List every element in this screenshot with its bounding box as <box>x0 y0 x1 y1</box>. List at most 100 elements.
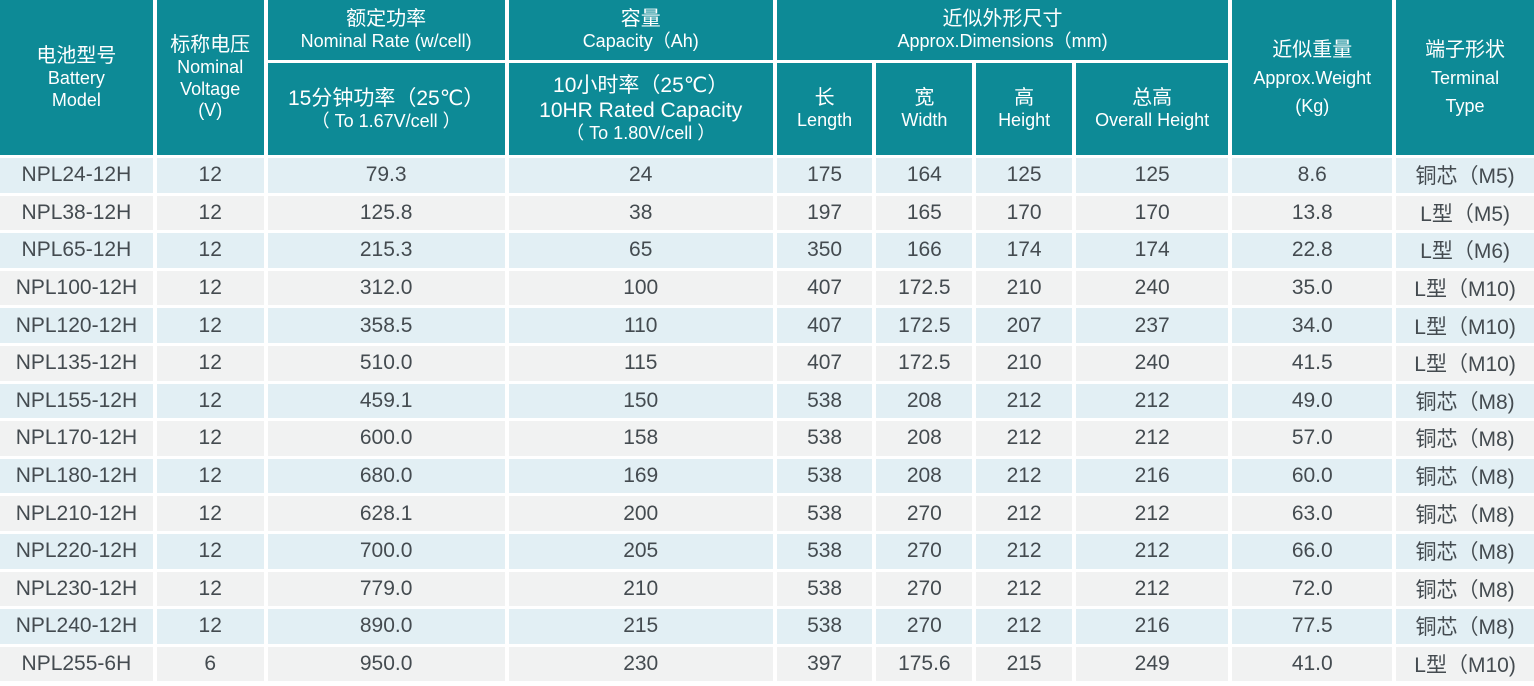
header-weight-cn: 近似重量 <box>1272 38 1353 61</box>
cell-voltage: 12 <box>156 571 264 607</box>
cell-weight: 72.0 <box>1232 571 1393 607</box>
cell-capacity: 215 <box>508 609 773 644</box>
cell-weight: 35.0 <box>1232 270 1393 306</box>
table-row: NPL180-12H 12 680.0 169 538 208 212 216 60.0 铜芯（M… <box>0 458 1534 494</box>
table-row: NPL155-12H 12 459.1 150 538 208 212 212 49.0 铜芯（M… <box>0 383 1534 419</box>
header-voltage-cn: 标称电压 <box>170 34 251 57</box>
cell-height: 212 <box>976 571 1072 607</box>
cell-capacity: 24 <box>508 158 773 193</box>
cell-weight: 8.6 <box>1232 158 1393 193</box>
cell-power: 510.0 <box>267 345 505 381</box>
header-power-cn: 额定功率 <box>346 8 427 31</box>
header-terminal-en2: Type <box>1445 95 1485 116</box>
header-weight-en: Approx.Weight <box>1253 67 1372 88</box>
cell-voltage: 12 <box>156 233 264 268</box>
cell-height: 207 <box>976 308 1072 343</box>
cell-height: 170 <box>976 195 1072 231</box>
cell-model: NPL220-12H <box>0 533 153 569</box>
cell-power: 358.5 <box>267 308 505 343</box>
table-row: NPL230-12H 12 779.0 210 538 270 212 212 72.0 铜芯（M… <box>0 571 1534 607</box>
cell-power: 950.0 <box>267 646 505 682</box>
cell-model: NPL240-12H <box>0 609 153 644</box>
cell-capacity: 150 <box>508 383 773 419</box>
cell-length: 397 <box>776 646 873 682</box>
cell-overall: 212 <box>1075 533 1229 569</box>
header-terminal-type: 端子形状 Terminal Type <box>1396 0 1534 155</box>
table-row: NPL255-6H 6 950.0 230 397 175.6 215 249 41.0 L型（M… <box>0 646 1534 682</box>
header-terminal-cn: 端子形状 <box>1425 38 1506 61</box>
cell-overall: 249 <box>1075 646 1229 682</box>
cell-overall: 212 <box>1075 383 1229 419</box>
table-body: NPL24-12H 12 79.3 24 175 164 125 125 8.6 铜芯（M5) NP… <box>0 158 1534 682</box>
cell-weight: 63.0 <box>1232 496 1393 531</box>
cell-power: 628.1 <box>267 496 505 531</box>
cell-capacity: 200 <box>508 496 773 531</box>
header-nominal-voltage: 标称电压 Nominal Voltage (V) <box>156 0 264 155</box>
table-row: NPL120-12H 12 358.5 110 407 172.5 207 237 34.0 L型… <box>0 308 1534 343</box>
header-dimensions: 近似外形尺寸 Approx.Dimensions（mm) <box>776 0 1229 60</box>
header-capacity-sub-cn: 10小时率（25℃） <box>553 74 729 98</box>
cell-power: 779.0 <box>267 571 505 607</box>
cell-terminal: 铜芯（M8) <box>1396 383 1534 419</box>
cell-weight: 57.0 <box>1232 421 1393 456</box>
header-terminal-en1: Terminal <box>1431 67 1500 88</box>
cell-width: 164 <box>876 158 973 193</box>
cell-terminal: 铜芯（M8) <box>1396 609 1534 644</box>
cell-capacity: 210 <box>508 571 773 607</box>
table-row: NPL210-12H 12 628.1 200 538 270 212 212 63.0 铜芯（M… <box>0 496 1534 531</box>
header-model-en2: Model <box>51 89 101 110</box>
header-width-en: Width <box>901 110 948 131</box>
header-capacity-cn: 容量 <box>620 8 661 31</box>
cell-voltage: 6 <box>156 646 264 682</box>
cell-power: 215.3 <box>267 233 505 268</box>
cell-power: 125.8 <box>267 195 505 231</box>
header-overall-height: 总高 Overall Height <box>1075 63 1229 155</box>
table-row: NPL100-12H 12 312.0 100 407 172.5 210 240 35.0 L型… <box>0 270 1534 306</box>
header-height: 高 Height <box>976 63 1072 155</box>
cell-width: 208 <box>876 421 973 456</box>
cell-width: 208 <box>876 383 973 419</box>
cell-capacity: 38 <box>508 195 773 231</box>
cell-length: 175 <box>776 158 873 193</box>
cell-overall: 240 <box>1075 345 1229 381</box>
cell-terminal: 铜芯（M8) <box>1396 571 1534 607</box>
cell-capacity: 110 <box>508 308 773 343</box>
cell-overall: 174 <box>1075 233 1229 268</box>
cell-overall: 212 <box>1075 421 1229 456</box>
cell-power: 890.0 <box>267 609 505 644</box>
cell-width: 270 <box>876 609 973 644</box>
cell-height: 212 <box>976 383 1072 419</box>
header-voltage-en2: Voltage <box>180 78 241 99</box>
cell-weight: 13.8 <box>1232 195 1393 231</box>
header-voltage-en1: Nominal <box>177 57 244 78</box>
cell-voltage: 12 <box>156 308 264 343</box>
table-row: NPL38-12H 12 125.8 38 197 165 170 170 13.8 L型（M5) <box>0 195 1534 231</box>
cell-model: NPL170-12H <box>0 421 153 456</box>
header-length: 长 Length <box>776 63 873 155</box>
cell-model: NPL155-12H <box>0 383 153 419</box>
header-10hr-capacity: 10小时率（25℃） 10HR Rated Capacity （ To 1.80… <box>508 63 773 155</box>
cell-terminal: 铜芯（M8) <box>1396 421 1534 456</box>
header-dimensions-en: Approx.Dimensions（mm) <box>897 31 1108 52</box>
cell-length: 538 <box>776 609 873 644</box>
cell-voltage: 12 <box>156 609 264 644</box>
cell-terminal: 铜芯（M5) <box>1396 158 1534 193</box>
cell-terminal: L型（M10) <box>1396 308 1534 343</box>
cell-weight: 41.0 <box>1232 646 1393 682</box>
cell-width: 165 <box>876 195 973 231</box>
cell-length: 538 <box>776 383 873 419</box>
cell-model: NPL120-12H <box>0 308 153 343</box>
cell-weight: 66.0 <box>1232 533 1393 569</box>
header-battery-model: 电池型号 Battery Model <box>0 0 153 155</box>
cell-height: 215 <box>976 646 1072 682</box>
cell-model: NPL65-12H <box>0 233 153 268</box>
cell-power: 79.3 <box>267 158 505 193</box>
cell-power: 600.0 <box>267 421 505 456</box>
cell-overall: 216 <box>1075 458 1229 494</box>
cell-terminal: L型（M10) <box>1396 646 1534 682</box>
cell-terminal: 铜芯（M8) <box>1396 533 1534 569</box>
cell-width: 166 <box>876 233 973 268</box>
cell-power: 312.0 <box>267 270 505 306</box>
header-capacity-sub-en: 10HR Rated Capacity <box>539 99 743 123</box>
